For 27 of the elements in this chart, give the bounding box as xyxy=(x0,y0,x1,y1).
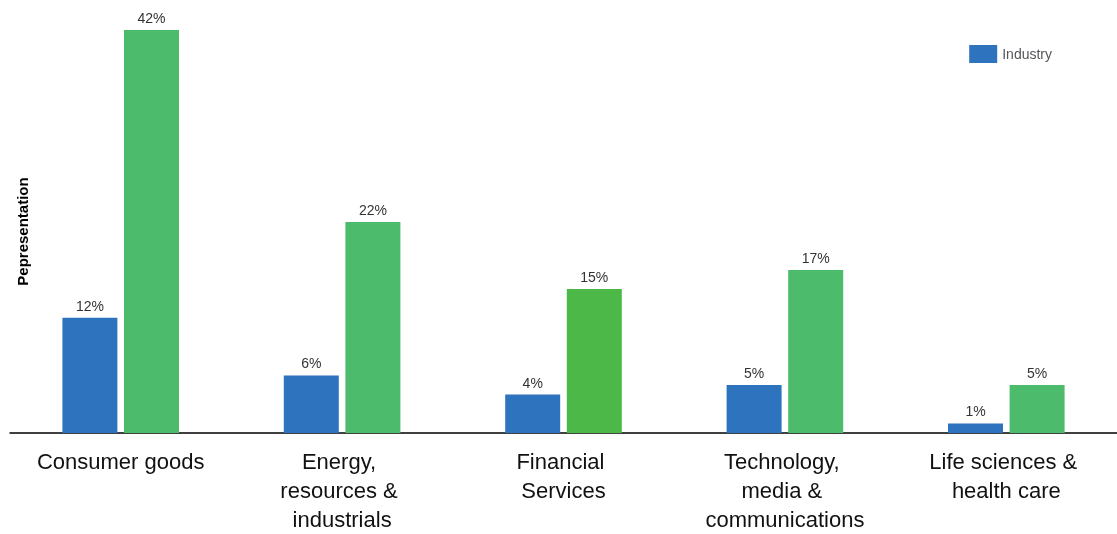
data-label: 5% xyxy=(743,365,765,382)
y-axis-title: Pepresentation xyxy=(14,177,31,286)
data-label: 5% xyxy=(1026,365,1048,382)
bar xyxy=(788,269,844,433)
bar xyxy=(62,317,118,433)
bar xyxy=(505,394,561,433)
bar xyxy=(948,423,1003,433)
bar xyxy=(345,221,401,433)
x-tick-label: Technology, media & communications xyxy=(705,449,865,532)
x-tick-label: Consumer goods xyxy=(36,449,205,474)
x-tick-label: Energy, resources & industrials xyxy=(280,449,404,532)
legend-label: Industry xyxy=(1002,46,1053,62)
bar xyxy=(566,289,622,433)
bar xyxy=(726,385,782,433)
bar xyxy=(124,30,179,433)
data-label: 15% xyxy=(580,269,609,286)
data-label: 22% xyxy=(358,201,387,218)
data-label: 6% xyxy=(301,355,322,372)
x-tick-label: Financial Services xyxy=(516,449,611,503)
data-label: 4% xyxy=(522,374,543,391)
x-tick-label: Life sciences & health care xyxy=(929,449,1084,503)
bar xyxy=(283,375,339,433)
data-label: 1% xyxy=(965,403,986,420)
data-label: 17% xyxy=(801,249,830,266)
data-label: 12% xyxy=(75,297,104,314)
bar xyxy=(1009,385,1065,433)
data-label: 42% xyxy=(137,10,166,26)
